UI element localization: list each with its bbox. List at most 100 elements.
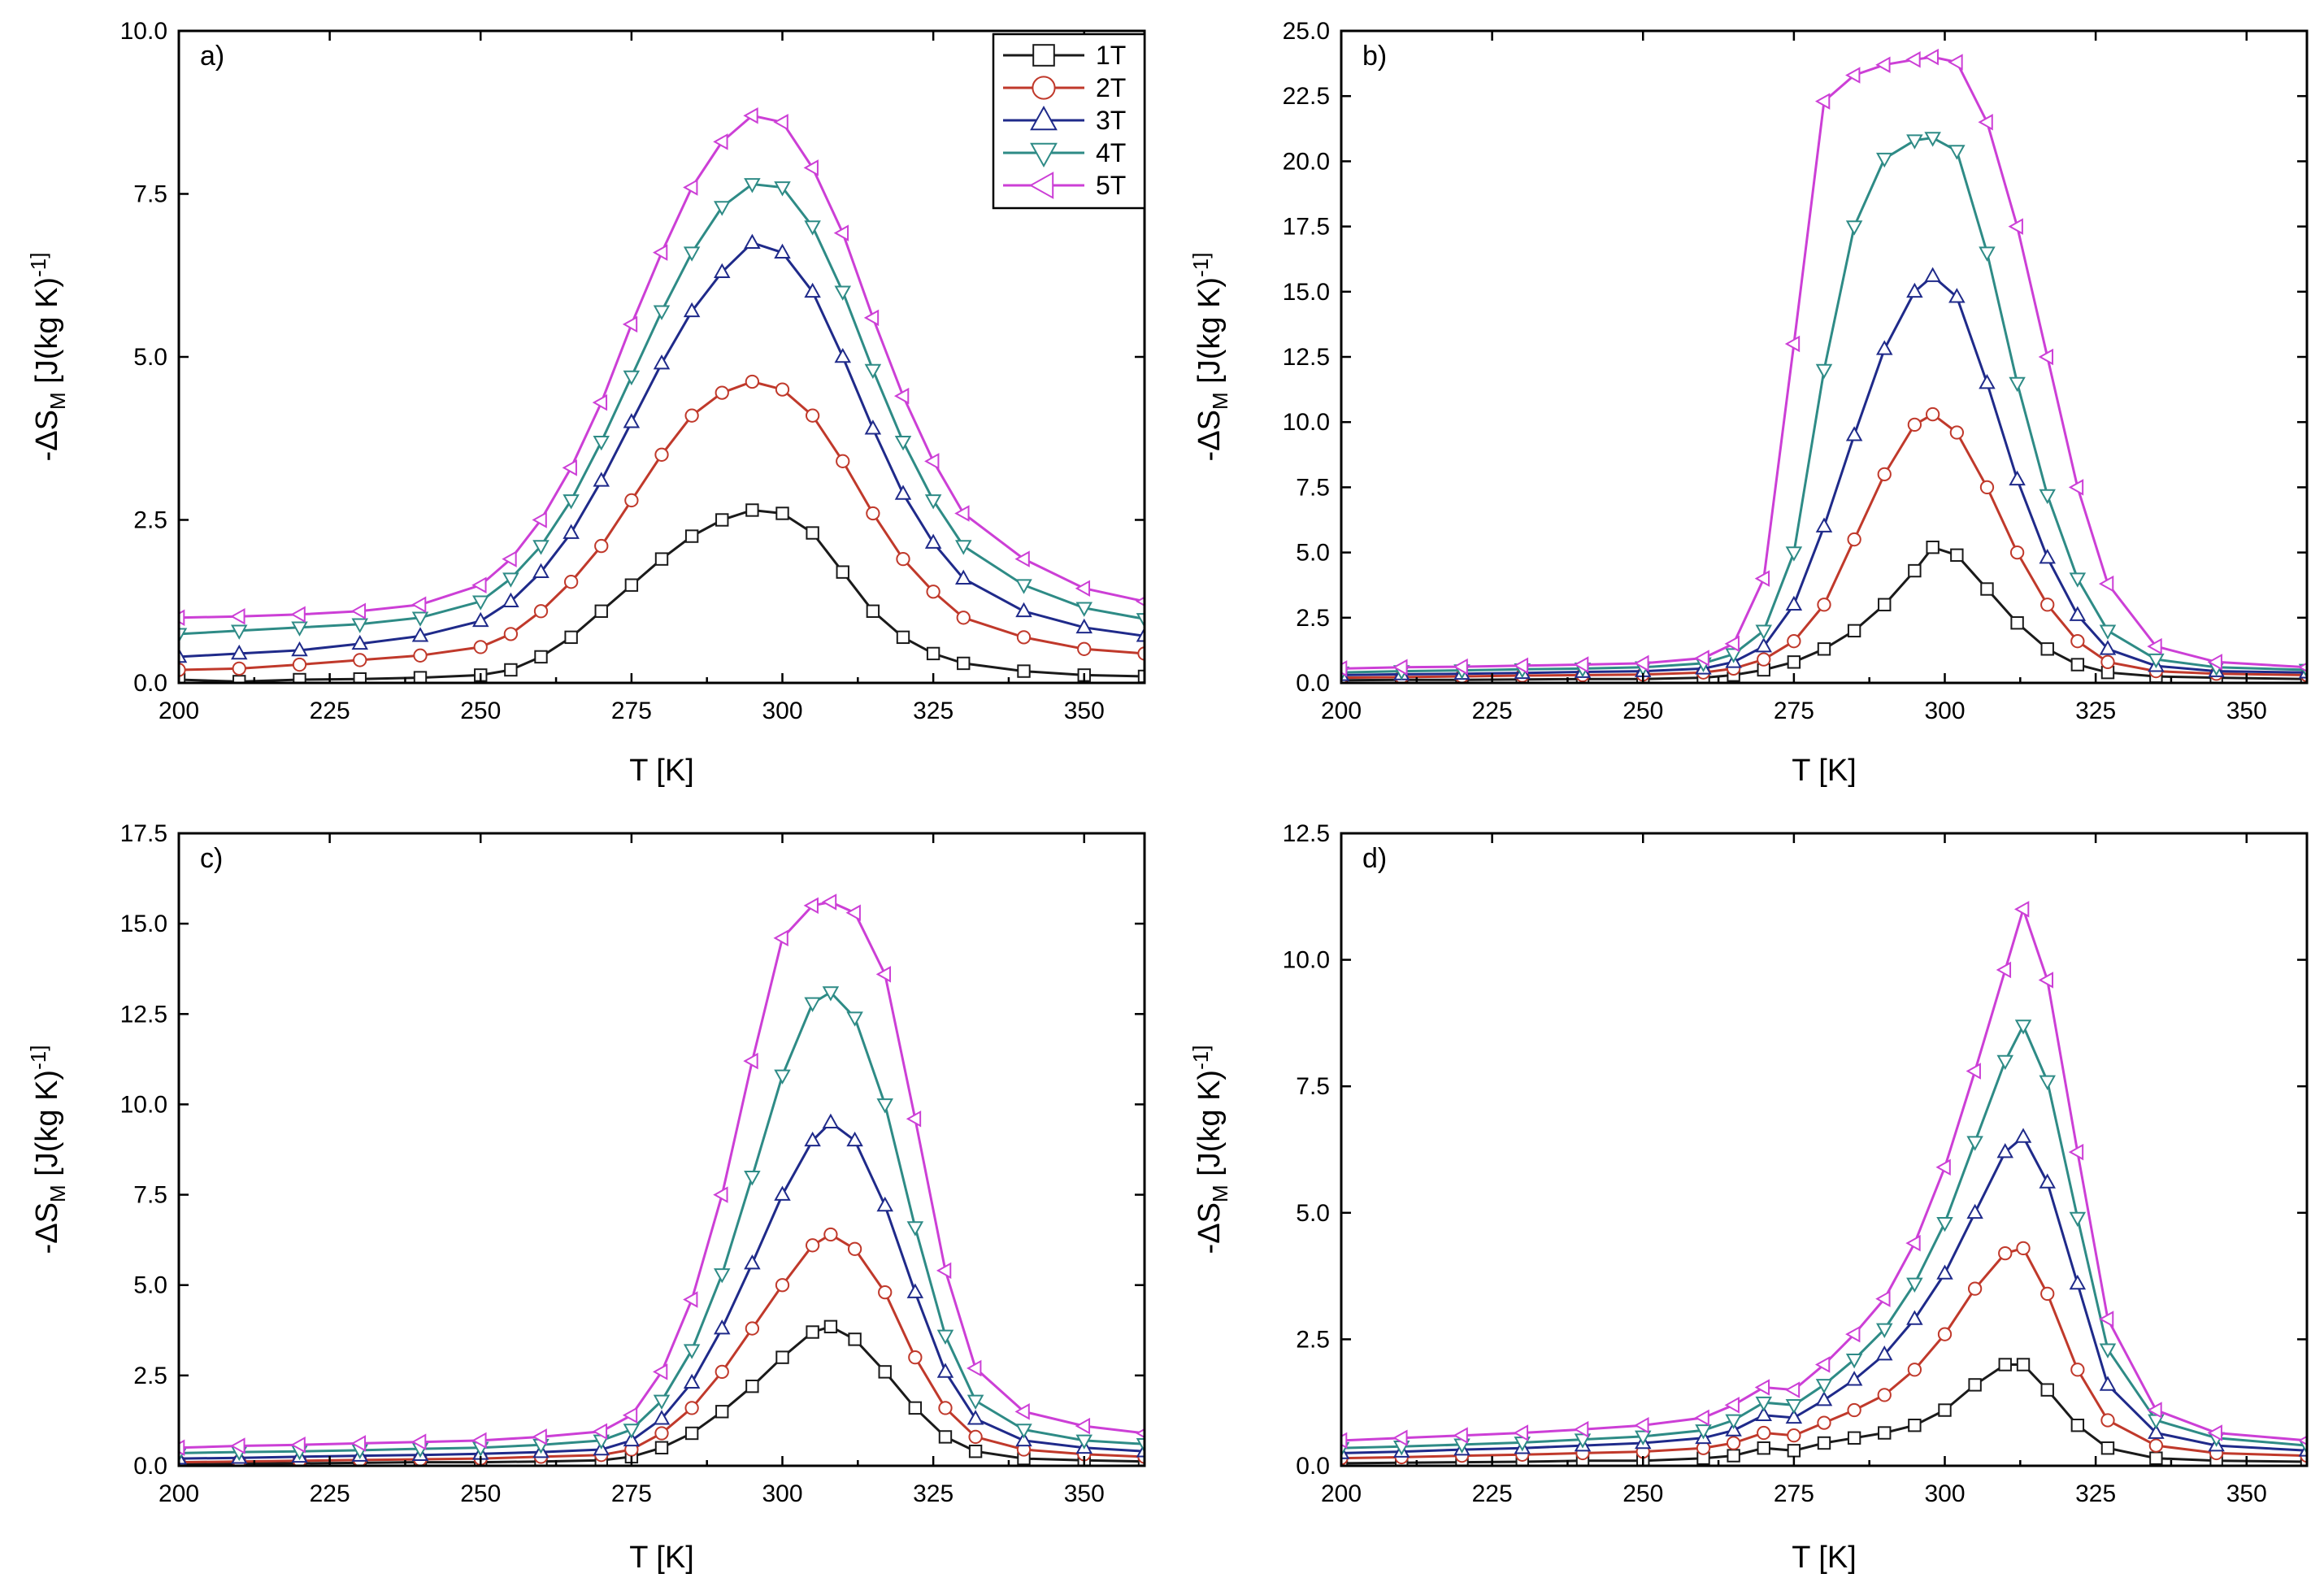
data-point-4T	[1136, 613, 1145, 628]
data-point-1T	[1787, 1444, 1801, 1458]
data-point-4T	[924, 494, 942, 510]
x-tick-label: 250	[1622, 1480, 1663, 1507]
data-point-3T	[936, 1363, 954, 1378]
data-point-5T	[1814, 93, 1831, 110]
data-point-2T	[1907, 417, 1922, 433]
data-point-1T	[654, 1441, 669, 1454]
data-point-4T	[804, 997, 821, 1013]
data-point-1T	[878, 1365, 892, 1379]
data-point-2T	[836, 454, 850, 468]
plot-frame	[177, 832, 1146, 1467]
data-point-5T	[652, 244, 668, 261]
data-point-4T	[1075, 602, 1093, 617]
data-point-4T	[1725, 1414, 1742, 1430]
legend-label: 5T	[1096, 171, 1126, 200]
data-point-1T	[564, 630, 578, 645]
data-point-4T	[623, 370, 641, 386]
y-tick-label: 12.5	[1283, 820, 1330, 847]
data-point-3T	[906, 1283, 924, 1298]
y-tick-label: 17.5	[1283, 214, 1330, 241]
data-point-3T	[1979, 374, 1996, 389]
data-point-2T	[1847, 1402, 1861, 1418]
data-point-4T	[2014, 1019, 2032, 1035]
data-point-1T	[2070, 1419, 2085, 1432]
data-point-2T	[2040, 598, 2055, 612]
data-point-1T	[806, 526, 819, 540]
data-point-5T	[1754, 1379, 1770, 1396]
data-point-4T	[804, 220, 821, 236]
x-tick-label: 325	[2075, 698, 2116, 724]
data-point-5T	[743, 1052, 758, 1070]
data-point-3T	[744, 1254, 761, 1270]
x-axis-label: T [K]	[1792, 1541, 1857, 1575]
data-point-2T	[968, 1429, 983, 1445]
data-point-2T	[2040, 1286, 2055, 1302]
data-point-3T	[1725, 1421, 1742, 1437]
data-point-2T	[2100, 654, 2115, 669]
data-point-1T	[745, 1379, 759, 1393]
data-point-5T	[1341, 660, 1348, 677]
data-point-5T	[562, 459, 577, 476]
x-tick-label: 200	[1321, 1480, 1362, 1507]
data-point-4T	[1785, 546, 1803, 562]
data-point-4T	[2069, 572, 2087, 588]
data-point-4T	[713, 1268, 731, 1284]
data-point-3T	[822, 1113, 840, 1128]
data-point-1T	[353, 672, 367, 683]
data-point-4T	[713, 201, 731, 216]
data-point-3T	[230, 644, 248, 660]
data-point-3T	[1785, 1408, 1803, 1424]
data-point-5T	[1923, 48, 1939, 66]
x-tick-label: 350	[2226, 698, 2267, 724]
legend-entry: 2T	[1003, 73, 1126, 102]
x-tick-label: 250	[460, 1480, 501, 1507]
data-point-5T	[1754, 570, 1770, 587]
data-point-2T	[1077, 641, 1092, 656]
x-tick-label: 200	[1321, 698, 1362, 724]
data-point-5T	[936, 1262, 952, 1280]
data-point-1T	[2040, 1383, 2054, 1397]
data-point-4T	[1875, 1323, 1893, 1338]
x-tick-label: 200	[159, 698, 199, 724]
data-point-2T	[1877, 1388, 1892, 1402]
data-point-2T	[1817, 1415, 1831, 1430]
panel-label: b)	[1362, 41, 1387, 72]
data-point-1T	[2149, 1451, 2163, 1465]
x-tick-label: 325	[2075, 1480, 2116, 1507]
series-line-5T	[179, 900, 1145, 1450]
data-point-4T	[1936, 1216, 1953, 1232]
data-point-5T	[350, 1435, 367, 1452]
series-line-4T	[179, 990, 1145, 1454]
data-point-2T	[1967, 1281, 1983, 1296]
data-point-4T	[230, 624, 248, 640]
data-point-5T	[471, 576, 487, 593]
data-point-5T	[1905, 51, 1921, 68]
data-point-5T	[471, 1432, 487, 1450]
data-point-3T	[834, 347, 852, 363]
data-point-5T	[290, 606, 306, 624]
x-axis-label: T [K]	[1792, 754, 1857, 788]
data-point-4T	[1906, 1277, 1923, 1293]
y-tick-label: 0.0	[1296, 1453, 1330, 1480]
data-point-5T	[1814, 1356, 1831, 1373]
data-point-5T	[803, 159, 819, 176]
data-point-5T	[1724, 1397, 1740, 1414]
data-point-2T	[1949, 425, 1965, 440]
data-point-1T	[823, 1319, 838, 1334]
data-point-1T	[836, 565, 849, 579]
x-tick-label: 300	[762, 698, 802, 724]
data-point-3T	[846, 1131, 863, 1147]
data-point-4T	[291, 621, 308, 637]
data-point-5T	[845, 904, 861, 922]
data-point-2T	[2148, 1438, 2164, 1453]
y-axis-label: -ΔSM [J(kg K)-1]	[26, 253, 70, 462]
data-point-3T	[1924, 267, 1941, 282]
panel-label: a)	[200, 41, 224, 72]
data-point-1T	[2100, 1441, 2115, 1455]
data-point-5T	[1513, 1424, 1529, 1441]
data-point-4T	[502, 572, 519, 588]
data-point-3T	[1785, 595, 1803, 611]
data-point-1T	[1017, 664, 1031, 678]
data-point-3T	[411, 627, 429, 642]
data-point-5T	[821, 893, 837, 911]
